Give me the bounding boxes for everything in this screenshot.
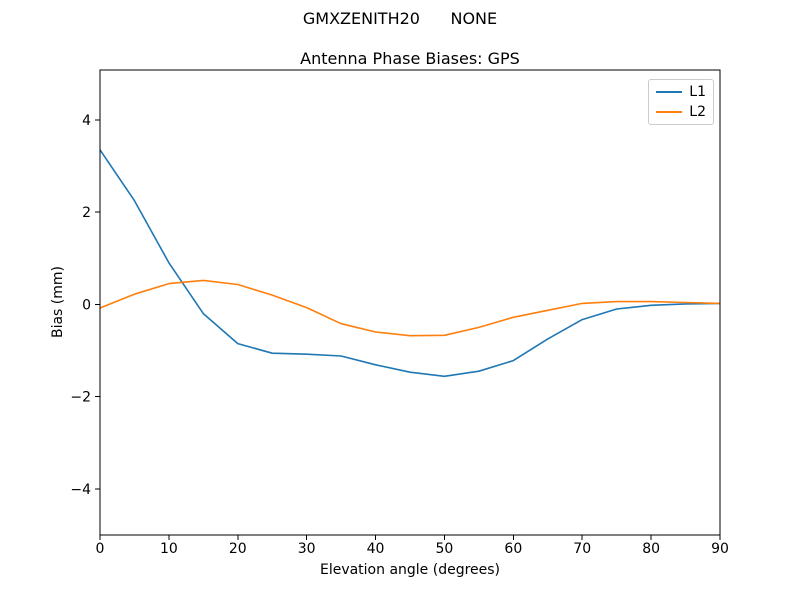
y-tick-label: 4 [82, 113, 91, 129]
y-tick-label: 2 [82, 205, 91, 221]
y-tick-label: −2 [70, 390, 91, 406]
axes-frame [99, 69, 721, 536]
x-tick-label: 40 [367, 541, 385, 557]
x-tick-label: 20 [229, 541, 247, 557]
l2-line-sample [656, 110, 683, 113]
legend-label-l2: L2 [689, 103, 706, 120]
x-tick-label: 90 [711, 541, 729, 557]
series-line-l1 [99, 149, 721, 378]
y-axis-label: Bias (mm) [50, 265, 66, 339]
y-tick-label: −4 [70, 482, 91, 498]
series-line-l2 [99, 279, 721, 337]
y-tick-label: 0 [82, 297, 91, 313]
x-tick-label: 60 [504, 541, 522, 557]
figure-suptitle: GMXZENITH20 NONE [302, 9, 498, 28]
axes-title: Antenna Phase Biases: GPS [300, 49, 520, 68]
legend: L1 L2 [648, 79, 714, 125]
x-tick-label: 0 [96, 541, 105, 557]
x-tick-label: 30 [298, 541, 316, 557]
legend-entry-l2: L2 [656, 105, 706, 119]
l1-line-sample [656, 91, 683, 94]
x-axis-label: Elevation angle (degrees) [319, 562, 501, 578]
x-tick-label: 70 [573, 541, 591, 557]
legend-entry-l1: L1 [656, 85, 706, 99]
legend-label-l1: L1 [689, 84, 706, 101]
x-tick-label: 10 [160, 541, 178, 557]
x-tick-label: 50 [436, 541, 454, 557]
x-tick-label: 80 [642, 541, 660, 557]
